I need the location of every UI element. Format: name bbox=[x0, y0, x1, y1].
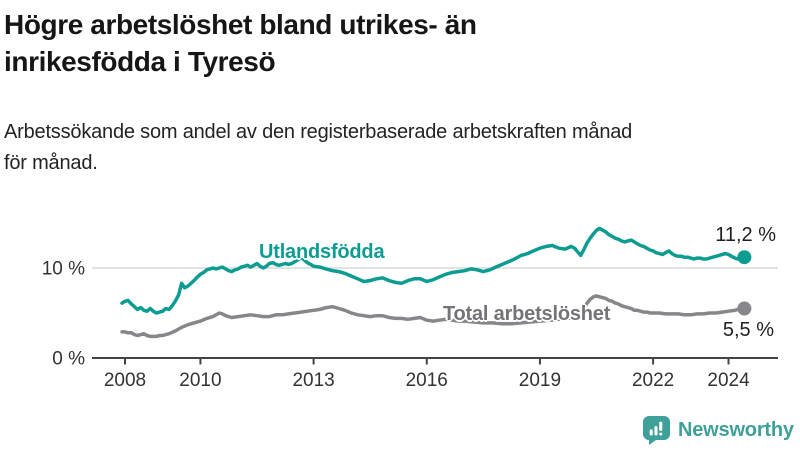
y-axis-tick-label: 0 % bbox=[52, 349, 85, 370]
series-label-total-arbetsloshet: Total arbetslöshet bbox=[443, 303, 611, 325]
newsworthy-logo: Newsworthy bbox=[642, 415, 794, 445]
end-value-label-total-arbetsloshet: 5,5 % bbox=[722, 319, 774, 341]
chart-title: Högre arbetslöshet bland utrikes- än inr… bbox=[4, 6, 477, 80]
series-end-dot-utlandsf-dda bbox=[737, 250, 752, 265]
chart-title-line2: inrikesfödda i Tyresö bbox=[4, 46, 276, 77]
x-axis-tick-label: 2013 bbox=[292, 370, 334, 391]
series-end-dot-total-arbetsl-shet bbox=[737, 301, 752, 316]
chart-subtitle-line2: för månad. bbox=[4, 152, 98, 174]
x-axis-tick-label: 2010 bbox=[179, 370, 221, 391]
y-axis-tick-label: 10 % bbox=[42, 259, 85, 280]
series-line-total-arbetsl-shet bbox=[120, 294, 747, 339]
x-axis-tick-label: 2008 bbox=[104, 370, 146, 391]
newsworthy-wordmark: Newsworthy bbox=[678, 418, 794, 441]
chart-subtitle: Arbetssökande som andel av den registerb… bbox=[4, 117, 632, 179]
series-label-utlandsfodda: Utlandsfödda bbox=[259, 241, 385, 263]
x-axis-tick-label: 2016 bbox=[406, 370, 448, 391]
end-value-label-utlandsfodda: 11,2 % bbox=[715, 224, 776, 246]
bar-chart-speech-bubble-icon bbox=[643, 416, 670, 445]
series-line-utlandsf-dda bbox=[120, 226, 747, 315]
chart-title-line1: Högre arbetslöshet bland utrikes- än bbox=[4, 9, 477, 40]
chart-subtitle-line1: Arbetssökande som andel av den registerb… bbox=[4, 121, 633, 143]
x-axis-tick-label: 2022 bbox=[632, 370, 674, 391]
x-axis-tick-label: 2019 bbox=[519, 370, 561, 391]
x-axis-tick-label: 2024 bbox=[707, 370, 750, 391]
